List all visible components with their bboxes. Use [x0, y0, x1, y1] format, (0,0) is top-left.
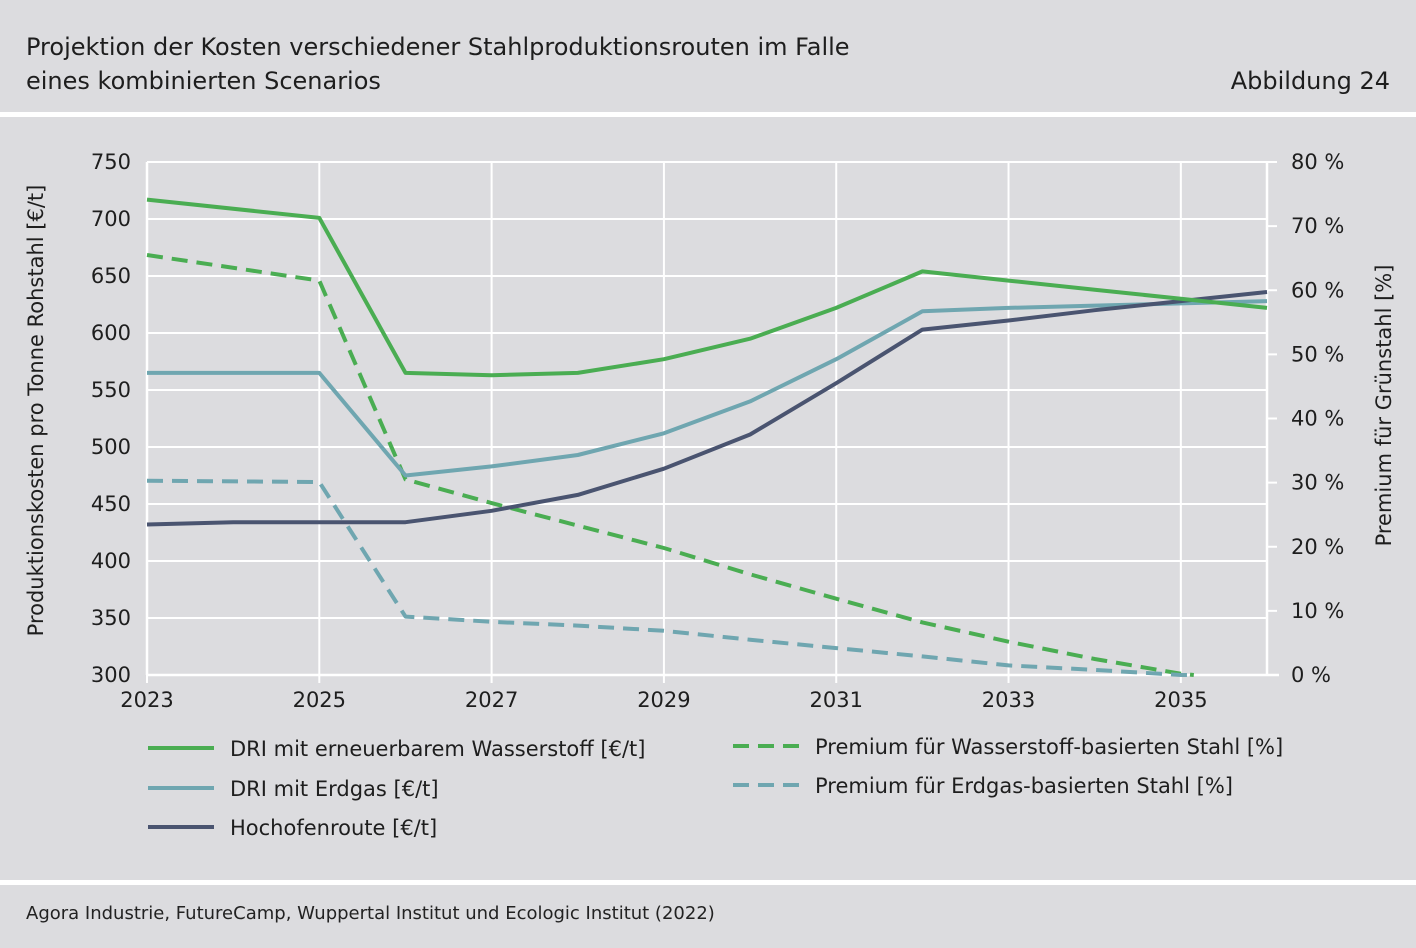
legend-label: Premium für Wasserstoff-basierten Stahl … — [815, 735, 1283, 759]
chart-title-line-2: eines kombinierten Scenarios — [26, 67, 381, 95]
chart-area: 300 350 400 450 500 550 600 650 700 750 0 % 10 % 20 … — [0, 117, 1416, 880]
chart-legend: DRI mit erneuerbarem Wasserstoff [€/t] DR… — [148, 735, 1283, 840]
y-left-tick-label: 350 — [91, 606, 131, 630]
series-lines — [146, 197, 1268, 677]
y-right-tick-label: 70 % — [1291, 214, 1344, 238]
chart-title-line-1: Projektion der Kosten verschiedener Stah… — [26, 33, 850, 61]
header-divider — [0, 112, 1416, 117]
y-left-tick-label: 300 — [91, 663, 131, 687]
y-left-tick-label: 500 — [91, 435, 131, 459]
series-line-dri-gas — [147, 299, 1268, 478]
x-tick-label: 2031 — [810, 688, 863, 712]
y-right-tick-label: 80 % — [1291, 150, 1344, 174]
y-left-tick-label: 650 — [91, 264, 131, 288]
series-line-blast-furnace — [146, 290, 1268, 527]
legend-item-premium-gas: Premium für Erdgas-basierten Stahl [%] — [733, 774, 1233, 798]
y-right-tick-label: 40 % — [1291, 407, 1344, 431]
legend-item-premium-h2: Premium für Wasserstoff-basierten Stahl … — [733, 735, 1283, 759]
x-tick-label: 2027 — [465, 688, 518, 712]
series-line-dri-h2 — [146, 197, 1268, 378]
y-left-tick-label: 450 — [91, 492, 131, 516]
x-tick-label: 2033 — [982, 688, 1035, 712]
y-left-tick-label: 550 — [91, 378, 131, 402]
y-right-tick-label: 0 % — [1291, 663, 1331, 687]
y-right-tick-label: 50 % — [1291, 342, 1344, 366]
y-right-tick-label: 30 % — [1291, 471, 1344, 495]
y-left-tick-label: 400 — [91, 549, 131, 573]
figure-label: Abbildung 24 — [1230, 67, 1390, 95]
source-note: Agora Industrie, FutureCamp, Wuppertal I… — [26, 903, 715, 924]
y-left-tick-label: 700 — [91, 207, 131, 231]
y-right-tick-label: 60 % — [1291, 278, 1344, 302]
legend-item-dri-h2: DRI mit erneuerbarem Wasserstoff [€/t] — [148, 737, 645, 761]
series-line-premium-h2 — [146, 253, 1194, 677]
legend-item-dri-gas: DRI mit Erdgas [€/t] — [148, 777, 439, 801]
legend-item-blast-furnace: Hochofenroute [€/t] — [148, 816, 437, 840]
x-tick-label: 2029 — [637, 688, 690, 712]
legend-label: Premium für Erdgas-basierten Stahl [%] — [815, 774, 1233, 798]
chart-header: Projektion der Kosten verschiedener Stah… — [0, 0, 1416, 110]
footer-divider — [0, 880, 1416, 885]
grid-lines — [145, 161, 1279, 683]
chart-title: Projektion der Kosten verschiedener Stah… — [26, 30, 1026, 98]
y-axis-left-title: Produktionskosten pro Tonne Rohstahl [€/… — [24, 185, 48, 637]
x-tick-label: 2025 — [293, 688, 346, 712]
y-right-tick-label: 10 % — [1291, 599, 1344, 623]
line-chart: 300 350 400 450 500 550 600 650 700 750 0 % 10 % 20 … — [24, 150, 1396, 840]
legend-label: Hochofenroute [€/t] — [230, 816, 437, 840]
y-left-tick-label: 600 — [91, 321, 131, 345]
y-right-tick-label: 20 % — [1291, 535, 1344, 559]
legend-label: DRI mit erneuerbarem Wasserstoff [€/t] — [230, 737, 645, 761]
series-line-premium-gas — [146, 478, 1190, 677]
x-tick-label: 2023 — [120, 688, 173, 712]
y-left-tick-label: 750 — [91, 150, 131, 174]
legend-label: DRI mit Erdgas [€/t] — [230, 777, 439, 801]
x-tick-label: 2035 — [1154, 688, 1207, 712]
y-axis-right-title: Premium für Grünstahl [%] — [1372, 265, 1396, 547]
